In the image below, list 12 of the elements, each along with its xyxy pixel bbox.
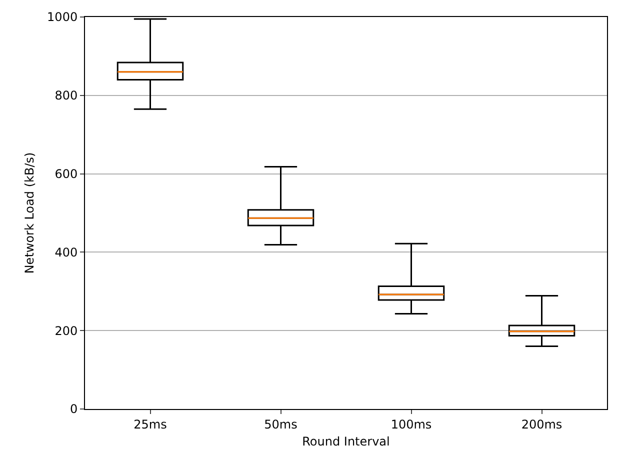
- y-tick-label: 0: [70, 402, 78, 416]
- y-tick-label: 1000: [47, 10, 78, 24]
- y-tick-label: 600: [54, 167, 78, 181]
- y-tick-label: 800: [54, 88, 78, 103]
- y-axis-title: Network Load (kB/s): [22, 152, 36, 274]
- x-tick-label: 25ms: [134, 417, 167, 432]
- x-tick-label: 50ms: [264, 417, 298, 432]
- y-tick-label: 400: [54, 245, 78, 260]
- x-tick-label: 200ms: [521, 417, 562, 432]
- y-tick-label: 200: [54, 324, 78, 338]
- x-tick-label: 100ms: [390, 417, 432, 432]
- x-axis-title: Round Interval: [302, 434, 390, 448]
